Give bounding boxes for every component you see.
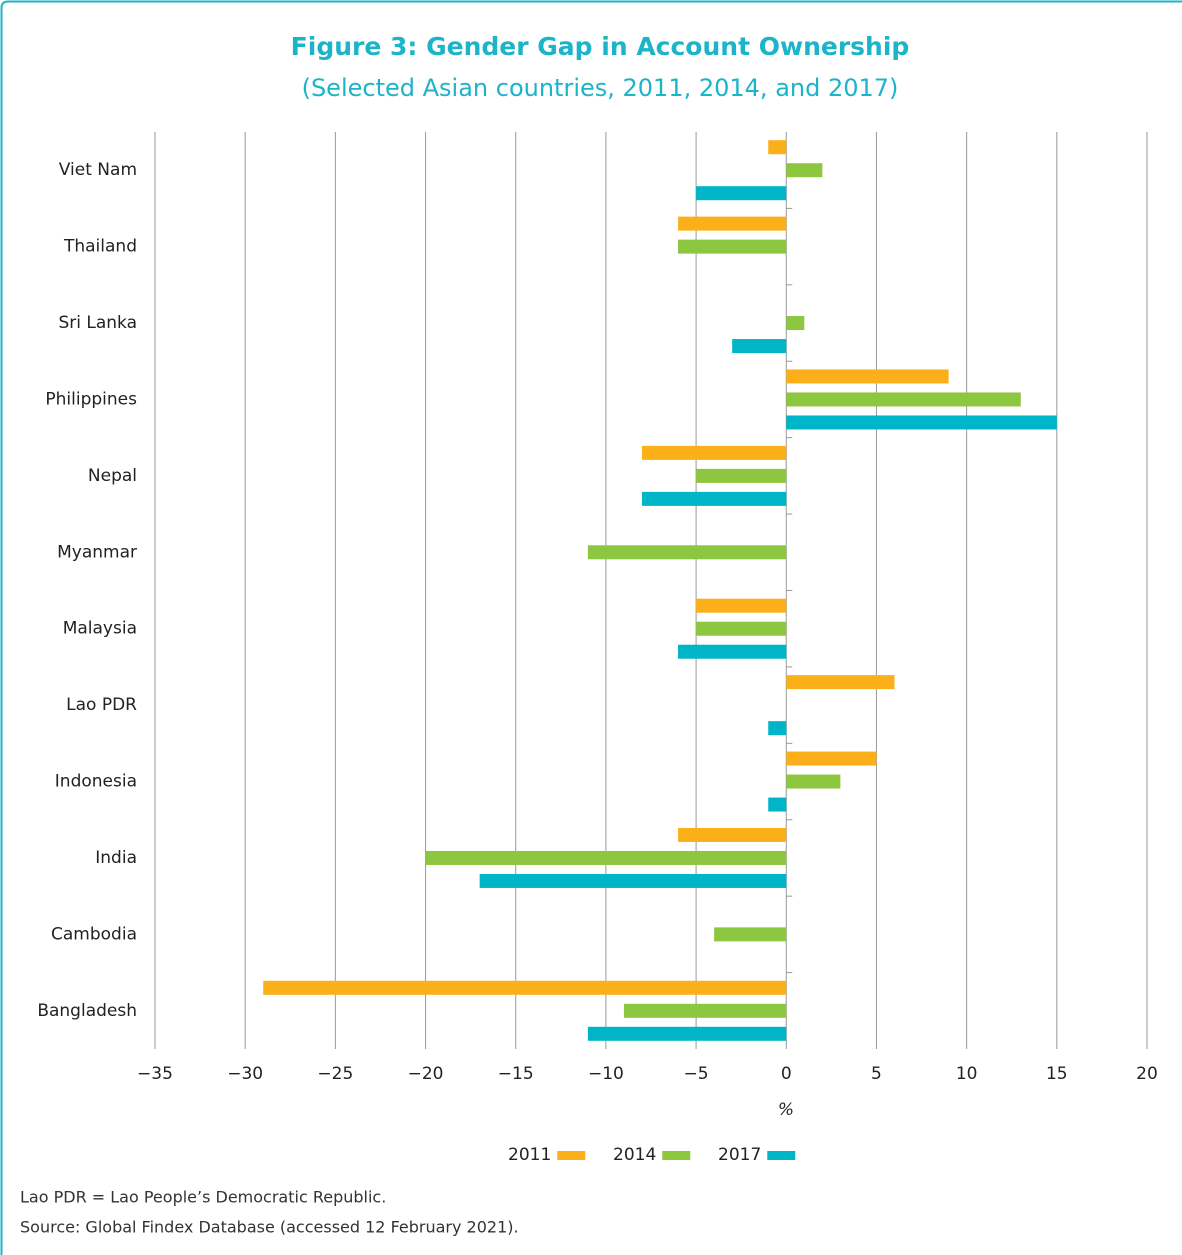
y-tick-label: Malaysia xyxy=(63,619,137,639)
bar xyxy=(623,1003,787,1018)
x-tick-label: −30 xyxy=(227,1064,263,1084)
y-tick-label: Myanmar xyxy=(57,542,137,562)
bar xyxy=(786,163,823,178)
bar xyxy=(786,751,877,766)
x-tick-label: 10 xyxy=(956,1064,978,1084)
legend-swatch xyxy=(662,1151,691,1160)
x-tick-label: 0 xyxy=(781,1064,792,1084)
y-tick-label: Cambodia xyxy=(51,924,137,944)
note: Lao PDR = Lao People’s Democratic Republ… xyxy=(20,1188,386,1207)
y-tick-label: Lao PDR xyxy=(66,695,137,715)
bar xyxy=(786,774,841,789)
bar xyxy=(786,369,949,384)
bar xyxy=(641,491,787,506)
bar xyxy=(678,216,787,231)
x-tick-label: −5 xyxy=(684,1064,709,1084)
legend-label: 2011 xyxy=(508,1145,551,1165)
bar xyxy=(768,140,787,155)
bar xyxy=(786,392,1021,407)
y-tick-label: Bangladesh xyxy=(37,1001,137,1021)
bar xyxy=(479,873,787,888)
x-axis-label: % xyxy=(778,1100,794,1120)
y-tick-label: India xyxy=(95,848,137,868)
x-tick-label: 15 xyxy=(1046,1064,1068,1084)
x-tick-label: −20 xyxy=(408,1064,444,1084)
bar xyxy=(786,675,895,690)
bar xyxy=(768,797,787,812)
chart-subtitle: (Selected Asian countries, 2011, 2014, a… xyxy=(302,74,899,102)
bar xyxy=(678,644,787,659)
note: Source: Global Findex Database (accessed… xyxy=(20,1218,519,1237)
y-tick-label: Nepal xyxy=(88,466,137,486)
bar xyxy=(768,721,787,736)
bar xyxy=(786,316,805,331)
legend-swatch xyxy=(557,1151,586,1160)
bar xyxy=(696,468,787,483)
x-tick-label: −35 xyxy=(137,1064,173,1084)
bar xyxy=(678,239,787,254)
bar xyxy=(696,598,787,613)
y-tick-label: Viet Nam xyxy=(59,160,137,180)
y-tick-label: Thailand xyxy=(63,237,137,257)
bar xyxy=(732,339,787,354)
bar xyxy=(696,621,787,636)
y-tick-label: Indonesia xyxy=(55,772,137,792)
legend-swatch xyxy=(767,1151,796,1160)
bar xyxy=(263,980,787,995)
bar xyxy=(786,415,1057,430)
bar xyxy=(641,445,787,460)
x-tick-label: 20 xyxy=(1136,1064,1158,1084)
x-tick-label: −15 xyxy=(498,1064,534,1084)
bar xyxy=(425,850,787,865)
x-tick-label: 5 xyxy=(871,1064,882,1084)
x-tick-label: −10 xyxy=(588,1064,624,1084)
legend-label: 2014 xyxy=(613,1145,656,1165)
bar xyxy=(587,545,787,560)
bar xyxy=(587,1026,787,1041)
legend-label: 2017 xyxy=(718,1145,761,1165)
y-tick-label: Sri Lanka xyxy=(58,313,137,333)
chart-title: Figure 3: Gender Gap in Account Ownershi… xyxy=(291,32,910,61)
bar xyxy=(696,186,787,201)
bar xyxy=(714,927,787,942)
x-tick-label: −25 xyxy=(317,1064,353,1084)
y-tick-label: Philippines xyxy=(45,389,137,409)
bar xyxy=(678,827,787,842)
